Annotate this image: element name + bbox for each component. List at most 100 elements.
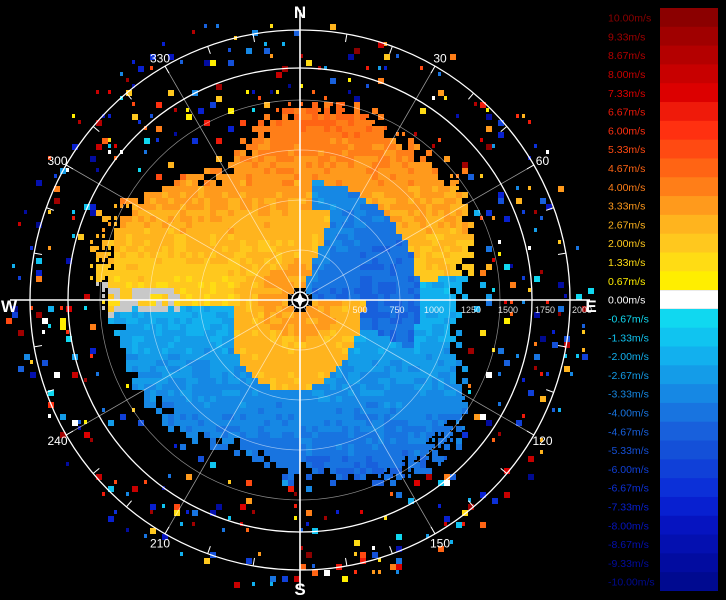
velocity-cell bbox=[348, 54, 354, 60]
velocity-cell bbox=[228, 240, 234, 246]
velocity-cell bbox=[282, 120, 288, 126]
velocity-cell bbox=[360, 414, 366, 420]
velocity-cell bbox=[192, 192, 198, 198]
velocity-cell bbox=[270, 54, 273, 58]
velocity-cell bbox=[330, 204, 336, 210]
velocity-cell bbox=[258, 348, 264, 354]
velocity-cell bbox=[432, 360, 438, 366]
velocity-cell bbox=[156, 228, 162, 234]
velocity-cell bbox=[408, 306, 414, 312]
velocity-cell bbox=[450, 384, 456, 390]
velocity-cell bbox=[354, 96, 360, 102]
velocity-cell bbox=[258, 126, 264, 132]
velocity-cell bbox=[264, 264, 270, 270]
velocity-cell bbox=[432, 294, 438, 300]
velocity-cell bbox=[312, 402, 318, 408]
velocity-cell bbox=[384, 426, 390, 432]
velocity-cell bbox=[210, 192, 216, 198]
velocity-cell bbox=[312, 426, 318, 432]
azimuth-tick bbox=[546, 207, 554, 211]
velocity-cell bbox=[354, 420, 360, 426]
velocity-cell bbox=[432, 270, 438, 276]
velocity-cell bbox=[132, 84, 135, 88]
velocity-cell bbox=[234, 222, 240, 228]
velocity-cell bbox=[102, 306, 105, 310]
velocity-cell bbox=[222, 282, 228, 288]
velocity-cell bbox=[180, 552, 183, 556]
velocity-cell bbox=[384, 300, 390, 306]
velocity-cell bbox=[354, 450, 360, 456]
velocity-cell bbox=[558, 408, 561, 412]
velocity-cell bbox=[138, 330, 144, 336]
velocity-cell bbox=[318, 246, 324, 252]
velocity-cell bbox=[354, 324, 360, 330]
velocity-cell bbox=[336, 342, 342, 348]
velocity-cell bbox=[168, 240, 174, 246]
velocity-cell bbox=[306, 60, 312, 66]
velocity-cell bbox=[468, 390, 471, 394]
velocity-cell bbox=[180, 300, 186, 306]
velocity-cell bbox=[306, 384, 312, 390]
velocity-cell bbox=[252, 216, 258, 222]
velocity-cell bbox=[402, 402, 408, 408]
velocity-cell bbox=[378, 324, 384, 330]
velocity-cell bbox=[222, 300, 228, 306]
velocity-cell bbox=[216, 384, 222, 390]
velocity-cell bbox=[162, 246, 168, 252]
velocity-cell bbox=[426, 414, 432, 420]
velocity-cell bbox=[522, 378, 525, 382]
velocity-cell bbox=[246, 348, 252, 354]
velocity-cell bbox=[204, 252, 210, 258]
velocity-cell bbox=[480, 492, 486, 498]
velocity-cell bbox=[120, 306, 126, 312]
velocity-cell bbox=[426, 450, 429, 454]
velocity-cell bbox=[330, 408, 336, 414]
velocity-cell bbox=[462, 396, 465, 400]
velocity-cell bbox=[162, 372, 168, 378]
colorbar-label: 6.67m/s bbox=[608, 107, 645, 119]
velocity-cell bbox=[252, 126, 258, 132]
velocity-cell bbox=[312, 264, 318, 270]
velocity-cell bbox=[366, 180, 372, 186]
velocity-cell bbox=[294, 336, 300, 342]
velocity-cell bbox=[102, 258, 105, 262]
velocity-cell bbox=[348, 390, 354, 396]
velocity-cell bbox=[438, 426, 444, 432]
velocity-cell bbox=[246, 324, 252, 330]
velocity-cell bbox=[258, 204, 264, 210]
velocity-cell bbox=[294, 342, 300, 348]
colorbar-swatches bbox=[606, 8, 718, 591]
velocity-cell bbox=[450, 540, 453, 544]
velocity-cell bbox=[162, 252, 168, 258]
velocity-cell bbox=[138, 324, 144, 330]
velocity-cell bbox=[312, 192, 318, 198]
velocity-cell bbox=[144, 228, 150, 234]
velocity-cell bbox=[450, 270, 456, 276]
velocity-cell bbox=[216, 342, 222, 348]
velocity-cell bbox=[414, 384, 420, 390]
velocity-cell bbox=[324, 276, 330, 282]
azimuth-tick bbox=[164, 526, 170, 535]
velocity-cell bbox=[354, 246, 360, 252]
velocity-cell bbox=[342, 258, 348, 264]
azimuth-tick bbox=[126, 92, 132, 100]
velocity-cell bbox=[156, 240, 162, 246]
velocity-cell bbox=[420, 228, 426, 234]
velocity-cell bbox=[444, 444, 450, 450]
velocity-cell bbox=[450, 396, 456, 402]
velocity-cell bbox=[384, 210, 390, 216]
velocity-cell bbox=[288, 318, 294, 324]
velocity-cell bbox=[402, 414, 408, 420]
velocity-cell bbox=[480, 270, 486, 276]
velocity-cell bbox=[168, 426, 174, 432]
velocity-cell bbox=[462, 264, 468, 270]
velocity-cell bbox=[228, 426, 234, 432]
velocity-cell bbox=[114, 246, 120, 252]
velocity-cell bbox=[360, 420, 366, 426]
velocity-cell bbox=[408, 348, 414, 354]
velocity-cell bbox=[216, 282, 222, 288]
velocity-cell bbox=[354, 186, 360, 192]
velocity-cell bbox=[348, 468, 354, 474]
velocity-cell bbox=[498, 240, 501, 244]
velocity-cell bbox=[306, 372, 312, 378]
